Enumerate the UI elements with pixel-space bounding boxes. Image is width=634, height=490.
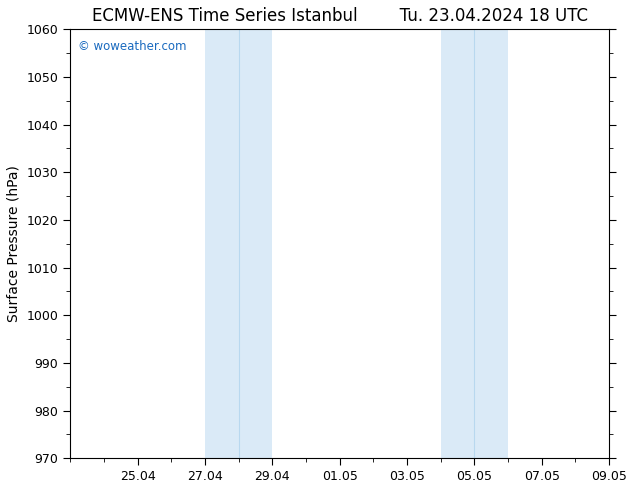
- Bar: [205, 29, 272, 458]
- Title: ECMW-ENS Time Series Istanbul        Tu. 23.04.2024 18 UTC: ECMW-ENS Time Series Istanbul Tu. 23.04.…: [92, 7, 588, 25]
- Y-axis label: Surface Pressure (hPa): Surface Pressure (hPa): [7, 165, 21, 322]
- Text: © woweather.com: © woweather.com: [78, 40, 187, 53]
- Bar: [441, 29, 508, 458]
